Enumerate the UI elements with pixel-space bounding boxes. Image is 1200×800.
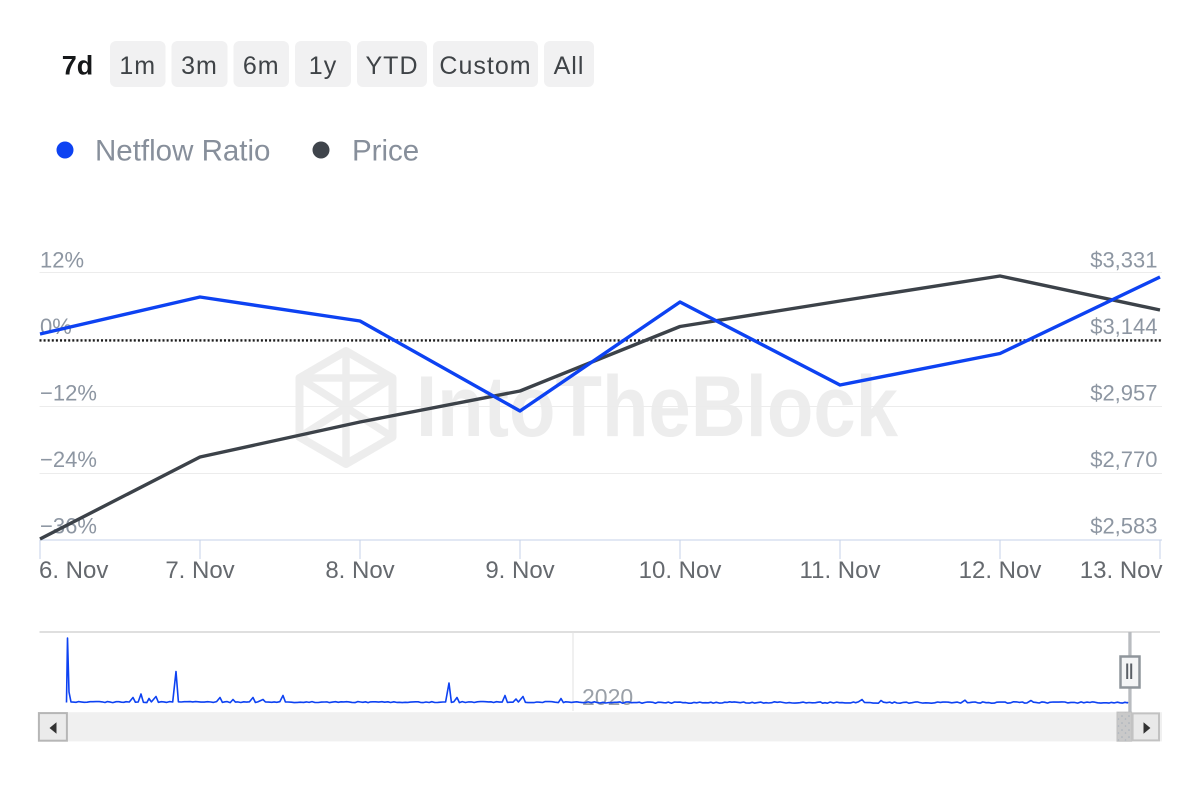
svg-text:$3,144: $3,144	[1090, 314, 1157, 339]
svg-text:Custom: Custom	[439, 52, 531, 80]
svg-text:13. Nov: 13. Nov	[1080, 557, 1163, 584]
svg-text:1y: 1y	[309, 52, 337, 80]
svg-text:Netflow Ratio: Netflow Ratio	[95, 135, 270, 168]
svg-text:11. Nov: 11. Nov	[800, 557, 881, 584]
svg-text:3m: 3m	[181, 52, 218, 80]
svg-text:$3,331: $3,331	[1090, 248, 1157, 273]
svg-text:$2,957: $2,957	[1090, 381, 1157, 406]
svg-text:$2,770: $2,770	[1090, 447, 1157, 472]
svg-text:8. Nov: 8. Nov	[325, 557, 394, 584]
svg-text:6m: 6m	[243, 52, 280, 80]
svg-text:1m: 1m	[119, 52, 156, 80]
svg-text:−12%: −12%	[40, 381, 97, 406]
svg-text:12. Nov: 12. Nov	[959, 557, 1042, 584]
svg-text:Price: Price	[352, 135, 419, 168]
svg-text:YTD: YTD	[366, 52, 419, 80]
svg-text:2020: 2020	[582, 684, 633, 710]
svg-text:$2,583: $2,583	[1090, 514, 1157, 539]
svg-text:9. Nov: 9. Nov	[485, 557, 554, 584]
svg-text:−24%: −24%	[40, 447, 97, 472]
svg-text:6. Nov: 6. Nov	[39, 557, 108, 584]
svg-text:All: All	[554, 52, 585, 80]
svg-text:7. Nov: 7. Nov	[165, 557, 234, 584]
svg-text:10. Nov: 10. Nov	[639, 557, 722, 584]
svg-text:12%: 12%	[40, 248, 84, 273]
svg-text:7d: 7d	[62, 51, 94, 81]
